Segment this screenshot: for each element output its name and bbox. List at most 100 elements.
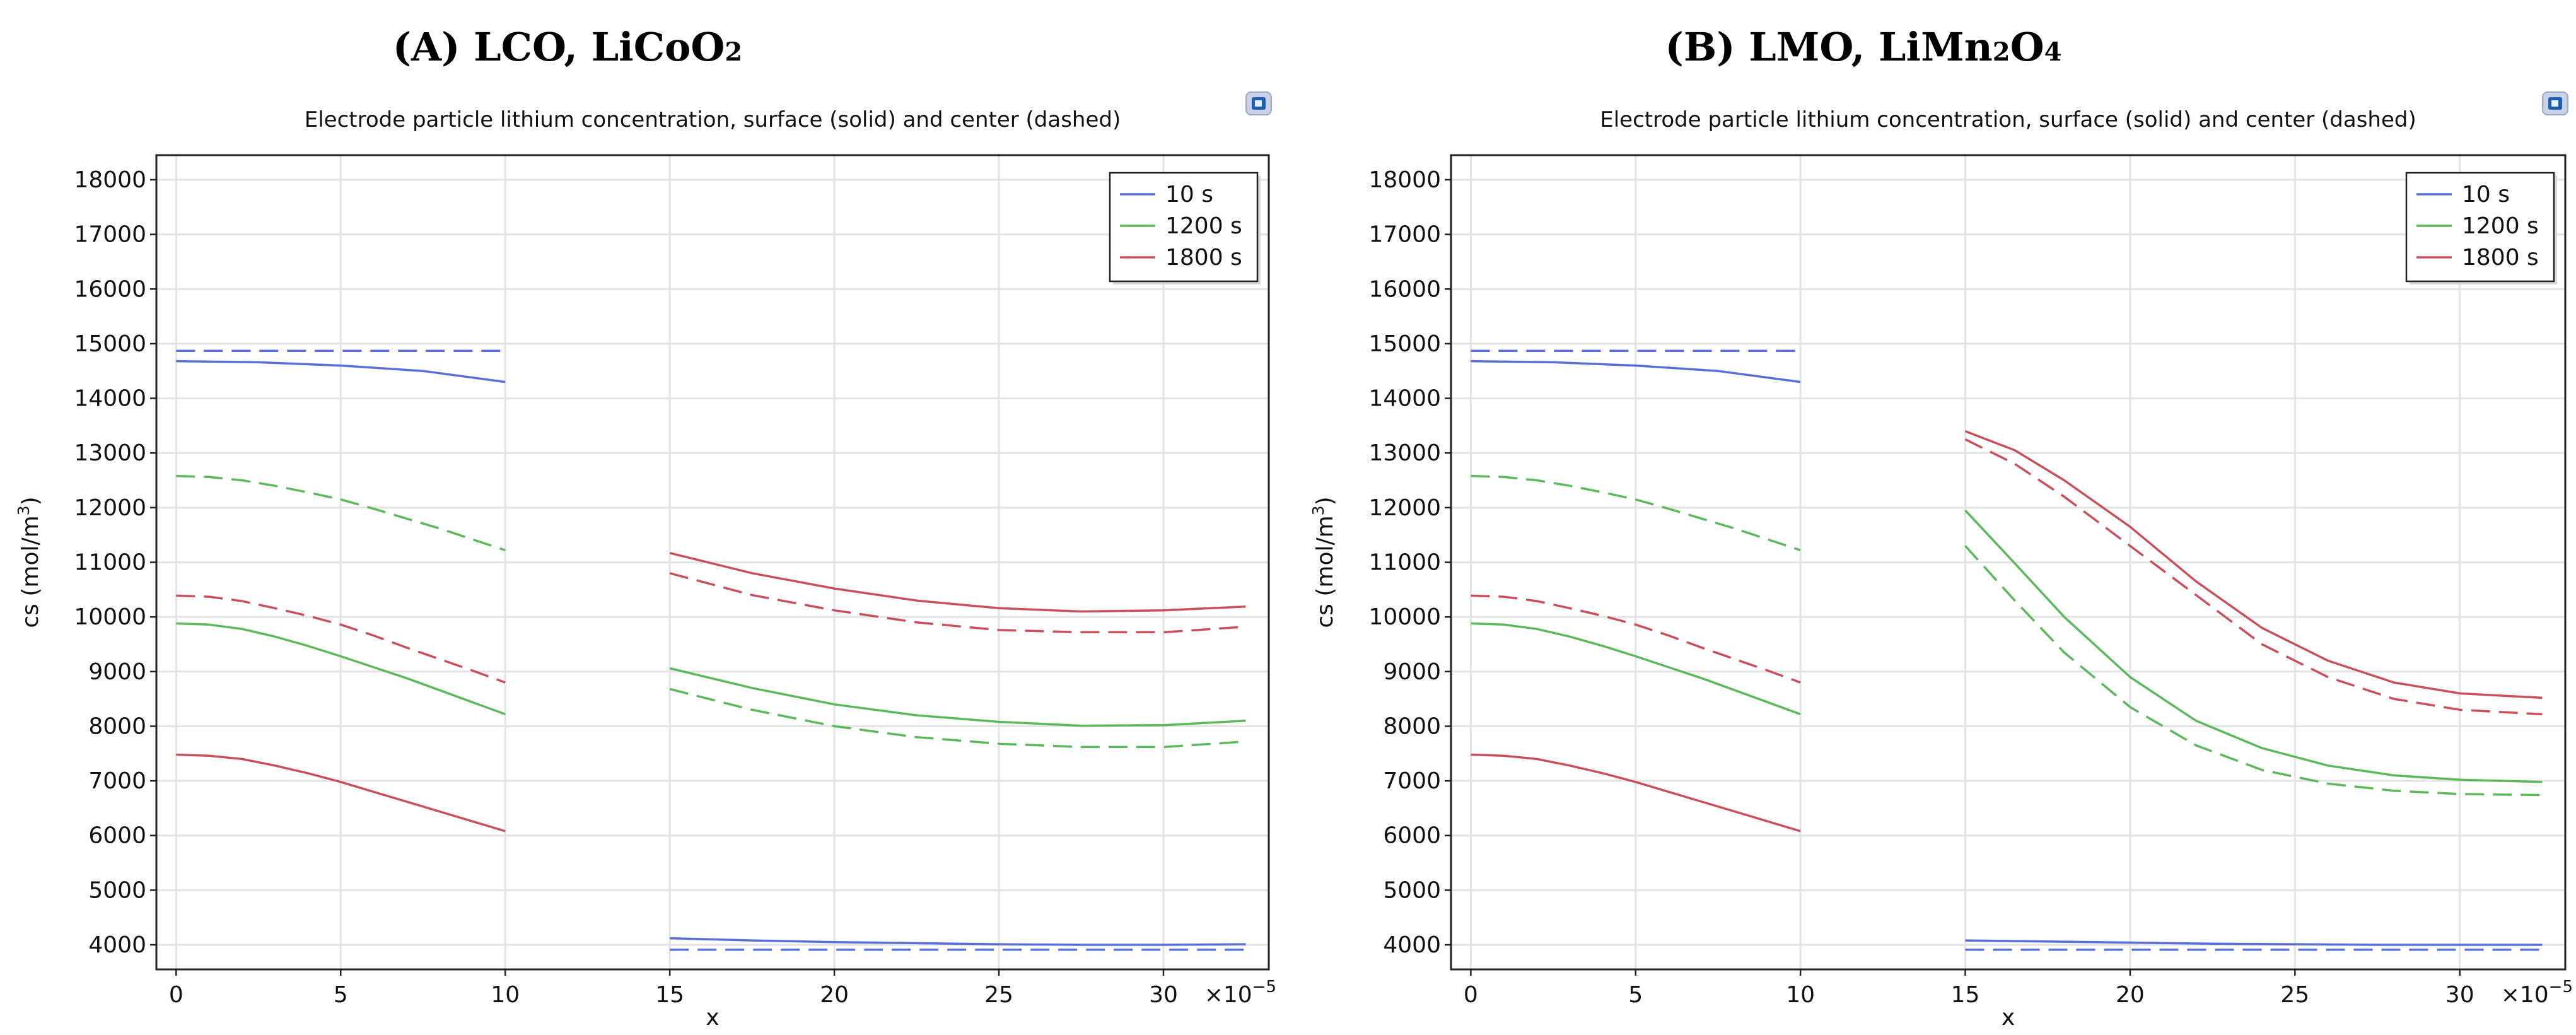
series-line-10s-solid [1471, 360, 1801, 383]
y-tick-label: 9000 [1383, 659, 1441, 685]
y-tick-label: 15000 [74, 331, 146, 357]
x-tick-label: 25 [2280, 982, 2309, 1008]
x-axis-label: x [2002, 1005, 2015, 1031]
series-line-10s-solid [670, 937, 1246, 946]
legend-label: 1800 s [2462, 245, 2539, 271]
x-tick-label: 0 [1464, 982, 1478, 1008]
y-tick-label: 8000 [1383, 713, 1441, 739]
legend-label: 10 s [2462, 182, 2510, 208]
x-tick-label: 5 [334, 982, 348, 1008]
panel-a-heading-text: (A) LCO, LiCoO [392, 24, 725, 70]
y-tick-label: 4000 [88, 932, 146, 958]
series-line-1200s-solid [176, 622, 506, 716]
y-tick-label: 15000 [1368, 331, 1441, 357]
series-line-10s-solid [176, 360, 506, 383]
x-axis-multiplier: ×10−5 [1204, 978, 1276, 1008]
app-icon [2542, 91, 2568, 115]
x-tick-label: 30 [2445, 982, 2474, 1008]
panel-b-heading-text: (B) LMO, LiMn [1665, 24, 1993, 70]
tick-labels: 0 5 10 15 20 25 30 4000 5000 6000 7000 8000 9000 1000… [74, 167, 1177, 1008]
legend: 10 s 1200 s 1800 s [2405, 172, 2557, 284]
tick-labels: 0 5 10 15 20 25 30 4000 5000 6000 7000 8000 9000 1000… [1368, 167, 2474, 1008]
series-line-1800s-solid [669, 552, 1246, 613]
series-line-1200s-solid [669, 667, 1246, 727]
series-line-1800s-dashed [1471, 594, 1801, 684]
series-group [176, 349, 1246, 951]
panel-a-heading-subscript: 2 [725, 37, 743, 67]
y-tick-label: 16000 [74, 276, 146, 302]
y-tick-label: 12000 [74, 495, 146, 521]
series-group [1471, 349, 2543, 951]
series-line-1800s-solid [1471, 753, 1801, 833]
chart-panel-a: Electrode particle lithium concentration… [15, 91, 1276, 1031]
y-axis-label: cs (mol/m3) [1309, 496, 1338, 628]
y-tick-label: 16000 [1368, 276, 1441, 302]
x-axis-multiplier: ×10−5 [2501, 978, 2573, 1008]
panel-b-heading: (B) LMO, LiMn2O4 [1296, 24, 2431, 70]
series-line-10s-solid [1965, 939, 2543, 946]
chart-title: Electrode particle lithium concentration… [305, 107, 1121, 132]
x-tick-label: 10 [491, 982, 520, 1008]
y-tick-label: 6000 [88, 823, 146, 849]
y-axis-label: cs (mol/m3) [15, 496, 44, 628]
x-tick-label: 15 [655, 982, 684, 1008]
y-tick-label: 7000 [88, 768, 146, 794]
y-tick-label: 5000 [88, 877, 146, 903]
series-line-1200s-solid [1964, 510, 2543, 783]
panel-b-heading-subscript2: 4 [2044, 37, 2062, 67]
y-tick-label: 12000 [1368, 495, 1441, 521]
x-tick-label: 20 [2116, 982, 2145, 1008]
x-tick-label: 15 [1951, 982, 1980, 1008]
y-tick-label: 10000 [1368, 604, 1441, 630]
x-tick-label: 0 [169, 982, 184, 1008]
panel-a-heading: (A) LCO, LiCoO2 [0, 24, 1135, 70]
gridlines [156, 155, 1269, 969]
series-line-1200s-dashed [1964, 545, 2543, 797]
gridlines [1451, 155, 2565, 969]
legend-box [2405, 172, 2555, 283]
series-line-1800s-solid [1964, 430, 2543, 699]
series-line-1800s-dashed [176, 594, 506, 684]
y-tick-label: 4000 [1383, 932, 1441, 958]
panel-b-heading-subscript: 2 [1992, 37, 2010, 67]
series-line-1200s-dashed [1471, 474, 1801, 552]
app-icon [1245, 91, 1272, 115]
y-tick-label: 11000 [1368, 550, 1441, 576]
y-tick-label: 11000 [74, 550, 146, 576]
y-tick-label: 9000 [88, 659, 146, 685]
y-tick-label: 5000 [1383, 877, 1441, 903]
y-tick-label: 18000 [1368, 167, 1441, 193]
y-tick-label: 8000 [88, 713, 146, 739]
x-tick-label: 5 [1628, 982, 1643, 1008]
x-tick-label: 25 [984, 982, 1013, 1008]
y-tick-label: 14000 [74, 386, 146, 412]
x-tick-label: 20 [820, 982, 849, 1008]
y-tick-label: 13000 [1368, 440, 1441, 466]
legend-label: 1200 s [1165, 213, 1242, 239]
x-tick-label: 10 [1786, 982, 1815, 1008]
panel-b-heading-text2: O [2010, 24, 2044, 70]
legend-label: 1200 s [2462, 213, 2539, 239]
y-tick-label: 17000 [74, 222, 146, 248]
series-line-1200s-solid [1471, 622, 1801, 716]
y-tick-label: 17000 [1368, 222, 1441, 248]
y-tick-label: 18000 [74, 167, 146, 193]
series-line-1200s-dashed [176, 474, 506, 552]
y-tick-label: 6000 [1383, 823, 1441, 849]
legend-box [1109, 172, 1259, 283]
y-tick-label: 7000 [1383, 768, 1441, 794]
chart-title: Electrode particle lithium concentration… [1600, 107, 2416, 132]
y-tick-label: 10000 [74, 604, 146, 630]
series-line-1800s-dashed [1964, 438, 2543, 716]
series-line-1200s-dashed [669, 687, 1246, 749]
x-tick-label: 30 [1149, 982, 1178, 1008]
y-tick-label: 14000 [1368, 386, 1441, 412]
legend-label: 10 s [1165, 182, 1213, 208]
y-tick-label: 13000 [74, 440, 146, 466]
chart-panel-b: Electrode particle lithium concentration… [1309, 91, 2573, 1031]
series-line-1800s-solid [176, 753, 506, 833]
series-line-1800s-dashed [669, 572, 1246, 634]
legend-label: 1800 s [1165, 245, 1242, 271]
legend: 10 s 1200 s 1800 s [1109, 172, 1261, 284]
x-axis-label: x [706, 1005, 719, 1031]
